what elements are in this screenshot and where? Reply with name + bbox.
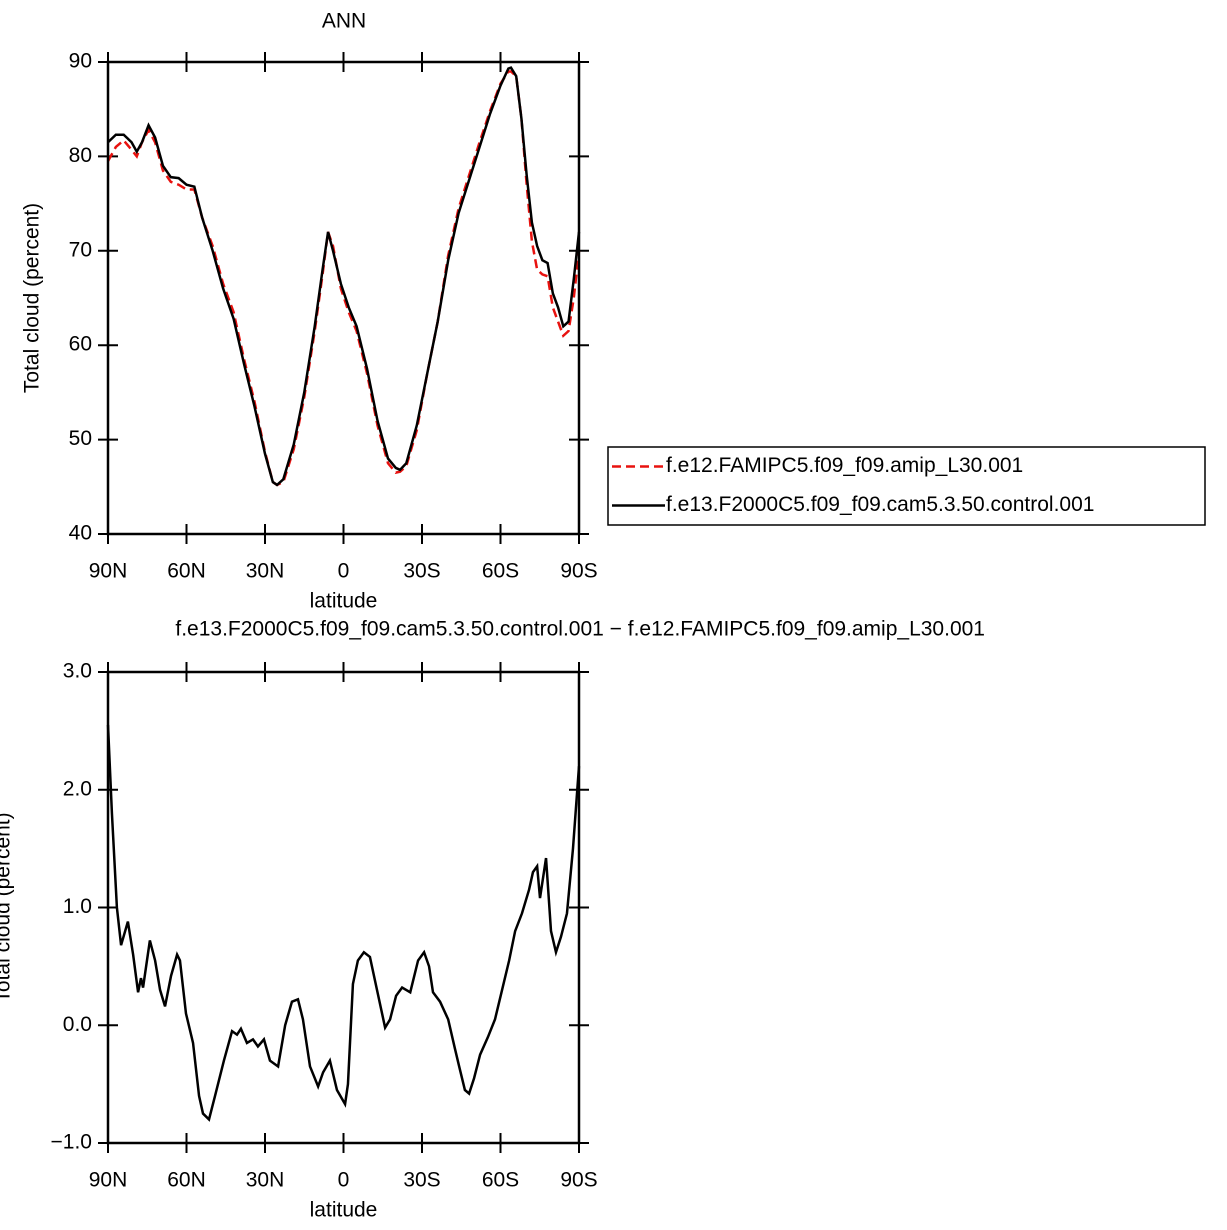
x-tick-label: 0 — [338, 560, 350, 583]
y-axis-label: Total cloud (percent) — [0, 812, 15, 1002]
x-tick-label: 60S — [482, 1169, 519, 1192]
y-tick-label: 0.0 — [63, 1013, 92, 1036]
series-line — [106, 724, 581, 1122]
chart-title: ANN — [322, 10, 366, 33]
y-tick-label: 70 — [69, 238, 92, 261]
y-tick-label: 80 — [69, 144, 92, 167]
x-tick-label: 30S — [403, 1169, 440, 1192]
chart-title: f.e13.F2000C5.f09_f09.cam5.3.50.control.… — [175, 618, 985, 641]
y-tick-label: 40 — [69, 522, 92, 545]
x-axis-label: latitude — [310, 1199, 378, 1222]
y-tick-label: 50 — [69, 427, 92, 450]
x-tick-label: 60N — [167, 560, 206, 583]
x-tick-label: 90N — [89, 560, 128, 583]
y-tick-label: 3.0 — [63, 660, 92, 683]
legend-label: f.e12.FAMIPC5.f09_f09.amip_L30.001 — [666, 454, 1023, 477]
x-tick-label: 0 — [338, 1169, 350, 1192]
x-tick-label: 60N — [167, 1169, 206, 1192]
y-tick-label: 1.0 — [63, 895, 92, 918]
x-tick-label: 30N — [246, 1169, 285, 1192]
series-line — [107, 66, 581, 487]
y-axis-label: Total cloud (percent) — [21, 203, 44, 393]
y-tick-label: 90 — [69, 50, 92, 73]
y-tick-label: 2.0 — [63, 777, 92, 800]
x-tick-label: 30N — [246, 560, 285, 583]
legend-label: f.e13.F2000C5.f09_f09.cam5.3.50.control.… — [666, 493, 1094, 516]
y-tick-label: −1.0 — [51, 1131, 92, 1154]
y-tick-label: 60 — [69, 333, 92, 356]
x-axis-label: latitude — [310, 590, 378, 613]
legend-box — [607, 446, 1206, 526]
series-line — [106, 70, 581, 487]
x-tick-label: 30S — [403, 560, 440, 583]
x-tick-label: 90N — [89, 1169, 128, 1192]
x-tick-label: 60S — [482, 560, 519, 583]
plot-frame — [106, 670, 581, 1145]
plot-frame — [106, 60, 581, 536]
x-tick-label: 90S — [560, 560, 597, 583]
x-tick-label: 90S — [560, 1169, 597, 1192]
